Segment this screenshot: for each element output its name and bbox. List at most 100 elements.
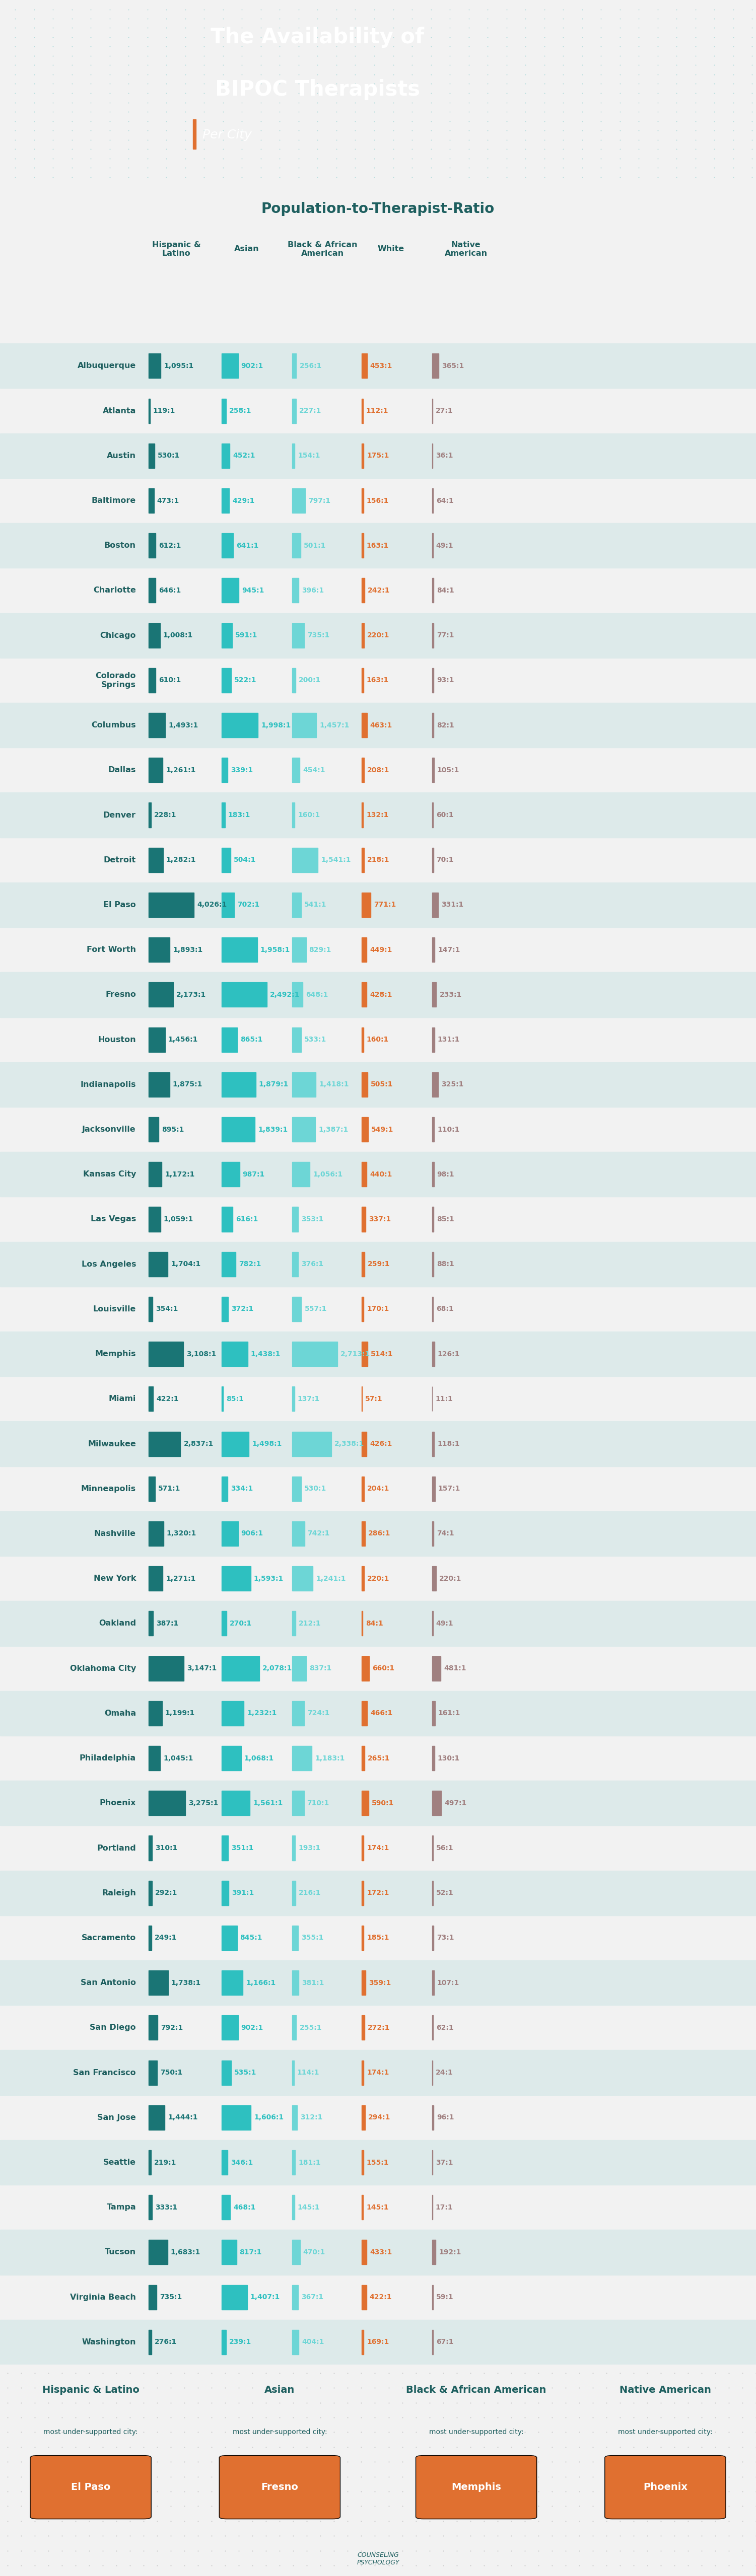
Bar [222, 1747, 241, 1770]
Text: 1,875:1: 1,875:1 [172, 1082, 203, 1087]
Text: 557:1: 557:1 [305, 1306, 327, 1314]
Text: 286:1: 286:1 [368, 1530, 390, 1538]
Text: 549:1: 549:1 [371, 1126, 393, 1133]
Text: 782:1: 782:1 [239, 1260, 262, 1267]
Bar [292, 1162, 310, 1188]
Bar [292, 1342, 337, 1365]
Bar [361, 1924, 364, 1950]
Text: 272:1: 272:1 [368, 2025, 390, 2032]
Text: 36:1: 36:1 [435, 453, 453, 459]
Bar [149, 848, 163, 873]
Bar [361, 1700, 367, 1726]
Bar [432, 2329, 433, 2354]
Text: 334:1: 334:1 [231, 1486, 253, 1492]
Text: Fort Worth: Fort Worth [87, 945, 136, 953]
Bar [222, 1028, 237, 1051]
Text: 1,199:1: 1,199:1 [165, 1710, 195, 1716]
Text: Portland: Portland [97, 1844, 136, 1852]
Bar [0, 884, 756, 927]
Bar [0, 433, 756, 479]
Bar [222, 1432, 249, 1455]
Text: Raleigh: Raleigh [102, 1888, 136, 1896]
Text: Asian: Asian [234, 245, 259, 252]
Bar [292, 1476, 301, 1502]
Bar [292, 1566, 313, 1592]
Bar [149, 1342, 184, 1365]
Text: 118:1: 118:1 [437, 1440, 460, 1448]
Text: 183:1: 183:1 [228, 811, 250, 819]
Text: 616:1: 616:1 [236, 1216, 258, 1224]
Text: most under-supported city:: most under-supported city: [618, 2429, 713, 2437]
Text: 426:1: 426:1 [370, 1440, 392, 1448]
Text: Nashville: Nashville [94, 1530, 136, 1538]
Text: 1,387:1: 1,387:1 [318, 1126, 349, 1133]
Bar [361, 714, 367, 737]
Text: Fresno: Fresno [105, 992, 136, 999]
Text: 155:1: 155:1 [367, 2159, 389, 2166]
Bar [222, 1476, 228, 1502]
Bar [292, 1208, 298, 1231]
Bar [149, 804, 151, 827]
Bar [432, 1252, 434, 1278]
Bar [0, 1332, 756, 1376]
Bar [361, 848, 364, 873]
Text: Miami: Miami [109, 1396, 136, 1404]
Bar [0, 1512, 756, 1556]
Text: 1,271:1: 1,271:1 [166, 1574, 196, 1582]
Text: Oakland: Oakland [98, 1620, 136, 1628]
Bar [0, 1061, 756, 1108]
Text: 170:1: 170:1 [367, 1306, 389, 1314]
Bar [292, 714, 317, 737]
Bar [432, 1837, 433, 1860]
Text: 817:1: 817:1 [240, 2249, 262, 2257]
Text: Milwaukee: Milwaukee [88, 1440, 136, 1448]
Bar [222, 848, 231, 873]
Bar [222, 2285, 247, 2311]
Bar [361, 443, 364, 469]
Bar [222, 1342, 248, 1365]
Text: 610:1: 610:1 [159, 677, 181, 683]
Text: 1,261:1: 1,261:1 [166, 768, 196, 773]
Text: New York: New York [94, 1574, 136, 1582]
Text: 381:1: 381:1 [302, 1978, 324, 1986]
Bar [292, 1656, 306, 1680]
Bar [149, 1837, 152, 1860]
Text: 88:1: 88:1 [437, 1260, 454, 1267]
Text: 2,078:1: 2,078:1 [262, 1664, 293, 1672]
Bar [292, 1386, 294, 1412]
Bar [432, 2105, 434, 2130]
Text: 1,282:1: 1,282:1 [166, 855, 196, 863]
Text: 641:1: 641:1 [237, 541, 259, 549]
Text: 497:1: 497:1 [445, 1801, 466, 1806]
Text: 387:1: 387:1 [156, 1620, 178, 1628]
Text: 161:1: 161:1 [438, 1710, 460, 1716]
Text: 792:1: 792:1 [160, 2025, 183, 2032]
Bar [222, 1924, 237, 1950]
Text: 530:1: 530:1 [157, 453, 180, 459]
Bar [361, 804, 363, 827]
Text: BIPOC Therapists: BIPOC Therapists [215, 80, 420, 100]
Bar [149, 1790, 185, 1816]
Bar [361, 1790, 369, 1816]
Text: 218:1: 218:1 [367, 855, 389, 863]
Bar [361, 1162, 367, 1188]
Text: 192:1: 192:1 [438, 2249, 461, 2257]
Bar [432, 891, 438, 917]
Text: 945:1: 945:1 [242, 587, 264, 595]
Text: Indianapolis: Indianapolis [80, 1082, 136, 1087]
Text: 1,166:1: 1,166:1 [246, 1978, 276, 1986]
Text: 365:1: 365:1 [442, 363, 464, 368]
Text: 1,879:1: 1,879:1 [259, 1082, 289, 1087]
Bar [222, 891, 234, 917]
Bar [292, 981, 303, 1007]
Text: 449:1: 449:1 [370, 945, 392, 953]
FancyBboxPatch shape [416, 2455, 537, 2519]
Text: 440:1: 440:1 [370, 1172, 392, 1177]
Text: 96:1: 96:1 [437, 2115, 454, 2120]
Text: 702:1: 702:1 [237, 902, 260, 909]
Text: 119:1: 119:1 [153, 407, 175, 415]
Text: 1,407:1: 1,407:1 [250, 2293, 280, 2300]
Bar [432, 1747, 435, 1770]
Bar [361, 2014, 365, 2040]
Text: 354:1: 354:1 [156, 1306, 178, 1314]
